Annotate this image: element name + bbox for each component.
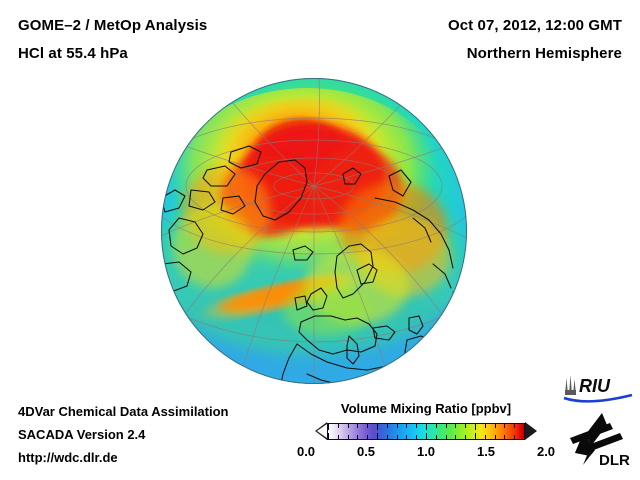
colorbar-tick bbox=[367, 423, 369, 428]
colorbar-tick bbox=[357, 434, 359, 439]
colorbar-bar bbox=[306, 421, 546, 441]
colorbar-tick bbox=[377, 423, 378, 430]
method-label: 4DVar Chemical Data Assimilation bbox=[18, 404, 229, 419]
colorbar-tick bbox=[386, 423, 388, 428]
colorbar-tick bbox=[386, 434, 388, 439]
colorbar-tick bbox=[524, 423, 525, 430]
header-left: GOME–2 / MetOp Analysis HCl at 55.4 hPa bbox=[18, 12, 207, 68]
colorbar-tick bbox=[514, 434, 516, 439]
colorbar-tick bbox=[445, 434, 447, 439]
colorbar-tick bbox=[475, 423, 476, 430]
timestamp-label: Oct 07, 2012, 12:00 GMT bbox=[447, 17, 622, 34]
colorbar-tick-labels: 0.0 0.5 1.0 1.5 2.0 bbox=[297, 444, 555, 464]
colorbar-tick bbox=[435, 434, 437, 439]
colorbar-tick bbox=[406, 423, 408, 428]
globe-surface bbox=[161, 78, 467, 384]
colorbar-tick bbox=[377, 432, 378, 439]
colorbar-tick bbox=[328, 432, 329, 439]
dlr-logo-svg: DLR bbox=[570, 413, 630, 469]
riu-spires-icon bbox=[565, 375, 576, 395]
version-label: SACADA Version 2.4 bbox=[18, 427, 146, 442]
colorbar-tick bbox=[465, 423, 467, 428]
colorbar-tick-label: 0.5 bbox=[356, 444, 376, 459]
riu-logo-svg: RIU bbox=[563, 375, 633, 403]
colorbar-tick bbox=[465, 434, 467, 439]
colorbar-tick bbox=[504, 434, 506, 439]
colorbar-under-arrow-icon bbox=[315, 422, 327, 440]
dlr-logo: DLR bbox=[566, 412, 634, 469]
dlr-wordmark: DLR bbox=[599, 452, 630, 468]
colorbar-tick bbox=[455, 434, 457, 439]
colorbar-tick bbox=[337, 423, 339, 428]
colorbar-tick bbox=[426, 432, 427, 439]
colorbar-tick bbox=[337, 434, 339, 439]
colorbar-tick bbox=[406, 434, 408, 439]
colorbar-tick bbox=[475, 432, 476, 439]
colorbar-tick bbox=[524, 432, 525, 439]
colorbar-tick bbox=[416, 434, 418, 439]
globe-field-svg bbox=[161, 78, 467, 384]
colorbar-tick bbox=[504, 423, 506, 428]
hemisphere-label: Northern Hemisphere bbox=[466, 45, 622, 62]
instrument-title: GOME–2 / MetOp Analysis bbox=[18, 17, 208, 34]
globe-map bbox=[161, 78, 467, 384]
colorbar-title: Volume Mixing Ratio [ppbv] bbox=[340, 401, 512, 416]
colorbar-tick-label: 1.0 bbox=[416, 444, 436, 459]
riu-wave-icon bbox=[563, 393, 633, 403]
colorbar: Volume Mixing Ratio [ppbv] 0.0 0.5 1.0 1.5 2… bbox=[297, 401, 555, 464]
globe-data-field bbox=[161, 78, 467, 384]
colorbar-tick bbox=[347, 434, 349, 439]
colorbar-tick bbox=[367, 434, 369, 439]
colorbar-tick-label: 0.0 bbox=[296, 444, 316, 459]
colorbar-tick bbox=[426, 423, 427, 430]
riu-wordmark: RIU bbox=[579, 376, 611, 396]
riu-logo: RIU bbox=[562, 371, 634, 405]
header-right: Oct 07, 2012, 12:00 GMT Northern Hemisph… bbox=[448, 12, 622, 68]
colorbar-tick bbox=[396, 434, 398, 439]
colorbar-tick bbox=[484, 434, 486, 439]
coastlines bbox=[161, 145, 462, 384]
colorbar-tick bbox=[494, 423, 496, 428]
colorbar-tick bbox=[455, 423, 457, 428]
species-level-title: HCl at 55.4 hPa bbox=[18, 45, 128, 62]
colorbar-tick bbox=[328, 423, 329, 430]
colorbar-tick bbox=[416, 423, 418, 428]
colorbar-ticks bbox=[328, 423, 525, 439]
colorbar-tick bbox=[396, 423, 398, 428]
footer-credits: 4DVar Chemical Data Assimilation SACADA … bbox=[18, 400, 229, 469]
colorbar-tick-label: 1.5 bbox=[476, 444, 496, 459]
dlr-arrow-icon bbox=[570, 413, 623, 465]
colorbar-tick bbox=[514, 423, 516, 428]
colorbar-tick-label: 2.0 bbox=[536, 444, 556, 459]
colorbar-tick bbox=[357, 423, 359, 428]
colorbar-tick bbox=[347, 423, 349, 428]
colorbar-tick bbox=[484, 423, 486, 428]
colorbar-over-arrow-icon bbox=[525, 422, 537, 440]
colorbar-tick bbox=[435, 423, 437, 428]
colorbar-tick bbox=[494, 434, 496, 439]
colorbar-tick bbox=[445, 423, 447, 428]
colorbar-gradient bbox=[327, 422, 525, 440]
website-link[interactable]: http://wdc.dlr.de bbox=[18, 450, 118, 465]
